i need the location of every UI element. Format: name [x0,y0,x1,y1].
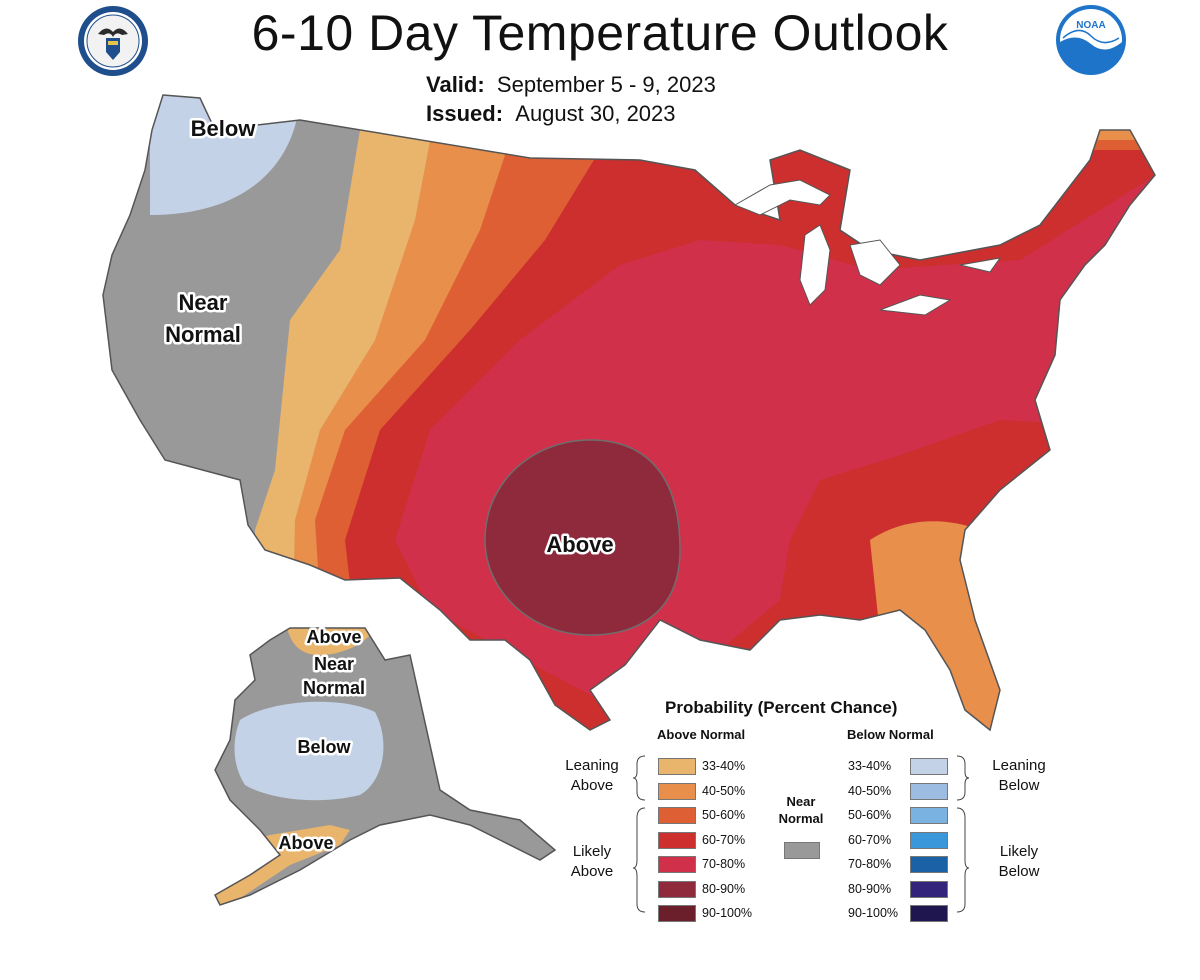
legend-likely-above-label: Likely Above [570,843,614,880]
legend-below-range-label: 60-70% [848,832,892,847]
legend-above-swatch [658,880,696,898]
conus-near-normal-label-line1: Near [179,290,228,315]
legend-near-normal-label: Near Normal [778,794,824,826]
legend-above-swatch [658,856,696,873]
legend-above-range-label: 50-60% [702,808,746,822]
alaska-below-label: Below [297,737,351,757]
legend-below-normal-header: Below Normal [847,727,934,742]
probability-legend: Probability (Percent Chance) Above Norma… [550,690,970,930]
legend-above-normal-header: Above Normal [657,727,746,742]
conus-near-normal-label-line2: Normal [165,322,241,347]
legend-leaning-below-text: Leaning Below [992,757,1046,794]
legend-likely-below-text: Likely Below [998,843,1040,880]
legend-below-swatch [910,880,948,898]
legend-title: Probability (Percent Chance) [665,698,898,717]
alaska-outline [214,627,557,906]
legend-above-braces [633,755,646,913]
legend-below-range-label: 33-40% [848,759,892,773]
legend-above-range-label: 60-70% [702,832,746,847]
legend-above-range-label: 80-90% [702,881,746,896]
legend-above-range-label: 33-40% [702,759,746,773]
valid-value: September 5 - 9, 2023 [496,72,716,97]
legend-below-braces [956,755,969,913]
legend-above-swatch [658,905,696,922]
noaa-logo-icon: NOAA [1056,5,1126,75]
noaa-logo-text: NOAA [1076,20,1105,31]
legend-below-swatch [910,758,948,775]
department-of-commerce-seal-icon [78,6,148,76]
legend-below-swatch [910,782,948,800]
valid-date: Valid: September 5 - 9, 2023 [426,72,716,98]
legend-below-range-label: 40-50% [848,783,892,798]
conus-above-80-90-region [484,439,681,636]
outlook-map: Below Near Normal Above Above Near Norma… [102,94,1156,906]
lake-huron [849,239,901,286]
lake-superior [733,179,831,216]
legend-below-range-label: 50-60% [848,808,892,822]
legend-below-swatch [910,856,948,873]
issued-value: August 30, 2023 [515,101,676,126]
alaska-above-north-label: Above [306,627,361,647]
conus-above-label: Above [546,532,613,557]
legend-near-normal-swatch [784,842,820,859]
legend-below-swatch [910,807,948,824]
legend-below-range-label: 90-100% [848,906,899,920]
great-lakes [733,179,1002,316]
issued-date: Issued: August 30, 2023 [426,101,676,127]
legend-leaning-above-label: Leaning Above [565,757,619,794]
legend-above-swatch [658,758,696,775]
alaska-above-south-label: Above [278,833,333,853]
alaska-below-region [234,701,384,801]
lake-michigan [799,224,831,306]
conus-outline [102,94,1156,732]
alaska-near-normal-label-line1: Near [314,654,354,674]
lake-ontario [959,257,1002,273]
legend-above-range-label: 70-80% [702,857,746,871]
legend-above-swatch [658,831,696,849]
legend-above-swatch [658,782,696,800]
legend-below-swatch [910,905,948,922]
lake-erie [879,294,952,316]
legend-below-range-label: 70-80% [848,857,892,871]
valid-label: Valid: [426,72,485,97]
alaska-outlook [215,628,555,905]
legend-below-range-label: 80-90% [848,881,892,896]
alaska-near-normal-label-line2: Normal [303,678,365,698]
map-title: 6-10 Day Temperature Outlook [251,5,949,61]
issued-label: Issued: [426,101,504,126]
conus-below-label: Below [191,116,257,141]
legend-above-range-label: 90-100% [702,906,753,920]
legend-below-swatch [910,831,948,849]
legend-above-range-label: 40-50% [702,783,746,798]
legend-above-swatch [658,807,696,824]
